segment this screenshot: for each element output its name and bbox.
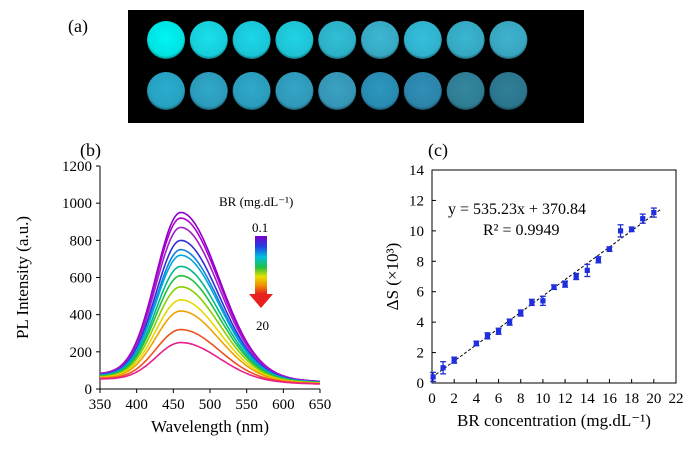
y-tick-label: 4 [417, 315, 425, 331]
plot-frame [431, 169, 677, 384]
data-point-15 [595, 257, 601, 263]
y-axis-title: PL Intensity (a.u.) [13, 216, 32, 339]
well-2-5 [318, 72, 357, 110]
well-2-8 [446, 72, 485, 110]
y-tick-label: 6 [417, 285, 425, 301]
data-point-9 [529, 299, 535, 305]
y-tick-label: 0 [85, 382, 93, 398]
data-point-14 [584, 267, 590, 274]
x-tick-label: 12 [558, 391, 573, 407]
x-axis-title: BR concentration (mg.dL⁻¹) [457, 411, 651, 430]
well-2-4 [275, 72, 314, 110]
data-point-18 [629, 226, 635, 232]
y-tick-label: 800 [70, 233, 93, 249]
x-tick-label: 16 [602, 391, 618, 407]
y-tick-label: 10 [409, 224, 424, 240]
data-point-2 [440, 365, 446, 371]
x-tick-label: 450 [162, 397, 185, 413]
well-2-6 [361, 72, 399, 110]
spectrum-line-11 [99, 310, 320, 385]
y-tick-label: 0 [417, 376, 425, 392]
data-point-1 [430, 374, 436, 380]
x-tick-label: 22 [669, 391, 684, 407]
y-tick-label: 600 [70, 271, 93, 287]
y-axis-title: ΔS (×10³) [383, 243, 402, 311]
x-tick-label: 14 [580, 391, 596, 407]
panel-label-c: (c) [428, 140, 448, 161]
x-tick-label: 6 [495, 391, 503, 407]
y-tick-label: 8 [417, 254, 425, 270]
y-tick-label: 1000 [62, 196, 92, 212]
x-axis-title: Wavelength (nm) [151, 417, 269, 436]
data-point-16 [606, 246, 613, 252]
panel-label-a: (a) [68, 16, 88, 37]
x-tick-label: 550 [235, 397, 258, 413]
y-tick-label: 1200 [62, 159, 92, 175]
well-1-5 [318, 21, 357, 59]
fit-equation: y = 535.23x + 370.84 [448, 201, 586, 218]
y-tick-label: 12 [409, 193, 424, 209]
well-2-3 [232, 72, 271, 110]
x-tick-label: 650 [309, 397, 332, 413]
well-grid [147, 21, 528, 110]
legend-bottom-label: 20 [256, 318, 269, 333]
panel-label-b: (b) [80, 140, 101, 161]
well-2-2 [189, 72, 228, 110]
data-point-12 [562, 281, 568, 287]
y-tick-label: 2 [417, 346, 425, 362]
x-tick-label: 4 [473, 391, 481, 407]
well-1-8 [446, 21, 485, 59]
data-point-3 [451, 357, 457, 363]
data-point-5 [484, 333, 491, 339]
data-point-10 [540, 298, 546, 304]
well-1-7 [403, 21, 442, 59]
well-1-6 [361, 21, 399, 59]
data-point-6 [495, 328, 502, 334]
x-tick-label: 18 [624, 391, 639, 407]
x-tick-label: 350 [89, 397, 112, 413]
well-1-1 [147, 21, 185, 59]
data-point-4 [473, 340, 479, 347]
x-tick-label: 8 [517, 391, 525, 407]
data-point-11 [551, 284, 557, 290]
data-point-20 [651, 210, 657, 216]
data-point-13 [573, 273, 579, 280]
y-tick-label: 400 [70, 308, 93, 324]
legend-title: BR (mg.dL⁻¹) [219, 194, 293, 209]
x-tick-label: 500 [199, 397, 222, 413]
spectrum-line-13 [100, 341, 321, 385]
x-tick-label: 20 [646, 391, 661, 407]
y-tick-label: 200 [70, 345, 93, 361]
data-point-19 [640, 216, 646, 222]
data-point-17 [617, 228, 624, 234]
y-tick-label: 14 [409, 163, 425, 179]
r-squared: R² = 0.9949 [483, 222, 560, 239]
x-tick-label: 400 [125, 397, 148, 413]
pl-spectra-chart: 0 200 400 600 800 1000 1200 350 400 450 500 550 600 6… [13, 159, 331, 436]
legend-top-label: 0.1 [252, 220, 268, 235]
data-point-8 [518, 310, 524, 316]
x-tick-label: 2 [450, 391, 458, 407]
legend-arrow-head [249, 294, 273, 308]
x-tick-label: 600 [272, 397, 295, 413]
well-2-7 [403, 72, 442, 110]
well-1-9 [489, 21, 528, 59]
data-point-7 [507, 319, 513, 325]
well-2-9 [489, 72, 528, 110]
x-tick-label: 0 [428, 391, 436, 407]
well-1-2 [189, 21, 228, 59]
well-1-4 [275, 21, 314, 59]
well-1-3 [232, 21, 271, 59]
x-tick-label: 10 [535, 391, 550, 407]
legend-gradient-bar [255, 236, 267, 294]
well-2-1 [147, 72, 185, 110]
